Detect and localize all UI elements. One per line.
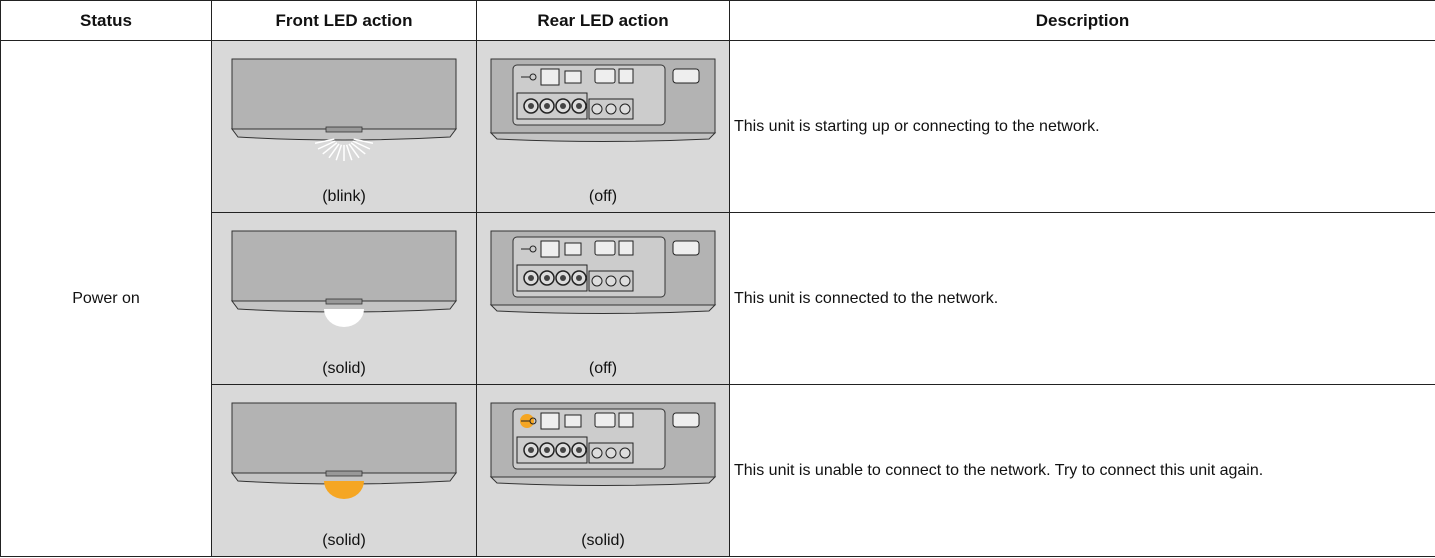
header-cell: Rear LED action xyxy=(476,0,730,41)
header-row: Status Front LED action Rear LED action … xyxy=(0,0,1435,41)
status-cell: Power on xyxy=(0,40,212,557)
description-cell: This unit is starting up or connecting t… xyxy=(729,40,1435,213)
table-row: Power on (blink) (off) This unit is start… xyxy=(0,40,1435,557)
front-illustration xyxy=(231,230,457,327)
rear-cell: (off) xyxy=(476,40,730,213)
header-cell: Status xyxy=(0,0,212,41)
rear-illustration xyxy=(489,230,717,314)
rear-label: (off) xyxy=(588,360,618,377)
rear-illustration xyxy=(489,402,717,486)
header-cell: Front LED action xyxy=(211,0,477,41)
front-cell: (solid) xyxy=(211,212,477,385)
rear-cell: (off) xyxy=(476,212,730,385)
rear-cell: (solid) xyxy=(476,384,730,557)
description-cell: This unit is unable to connect to the ne… xyxy=(729,384,1435,557)
front-cell: (solid) xyxy=(211,384,477,557)
header-cell: Description xyxy=(729,0,1435,41)
front-cell: (blink) xyxy=(211,40,477,213)
front-label: (solid) xyxy=(322,532,366,549)
table-body: Power on (blink) (off) This unit is start… xyxy=(0,40,1435,557)
front-label: (blink) xyxy=(322,188,366,205)
rear-label: (off) xyxy=(588,188,618,205)
rear-illustration xyxy=(489,58,717,142)
rear-label: (solid) xyxy=(581,532,625,549)
front-illustration xyxy=(231,58,457,161)
front-illustration xyxy=(231,402,457,499)
description-cell: This unit is connected to the network. xyxy=(729,212,1435,385)
table-row: (solid) (off) This unit is connected to t… xyxy=(1,212,1435,385)
table-row: (solid) (solid) This unit is unable to co… xyxy=(1,384,1435,557)
front-label: (solid) xyxy=(322,360,366,377)
